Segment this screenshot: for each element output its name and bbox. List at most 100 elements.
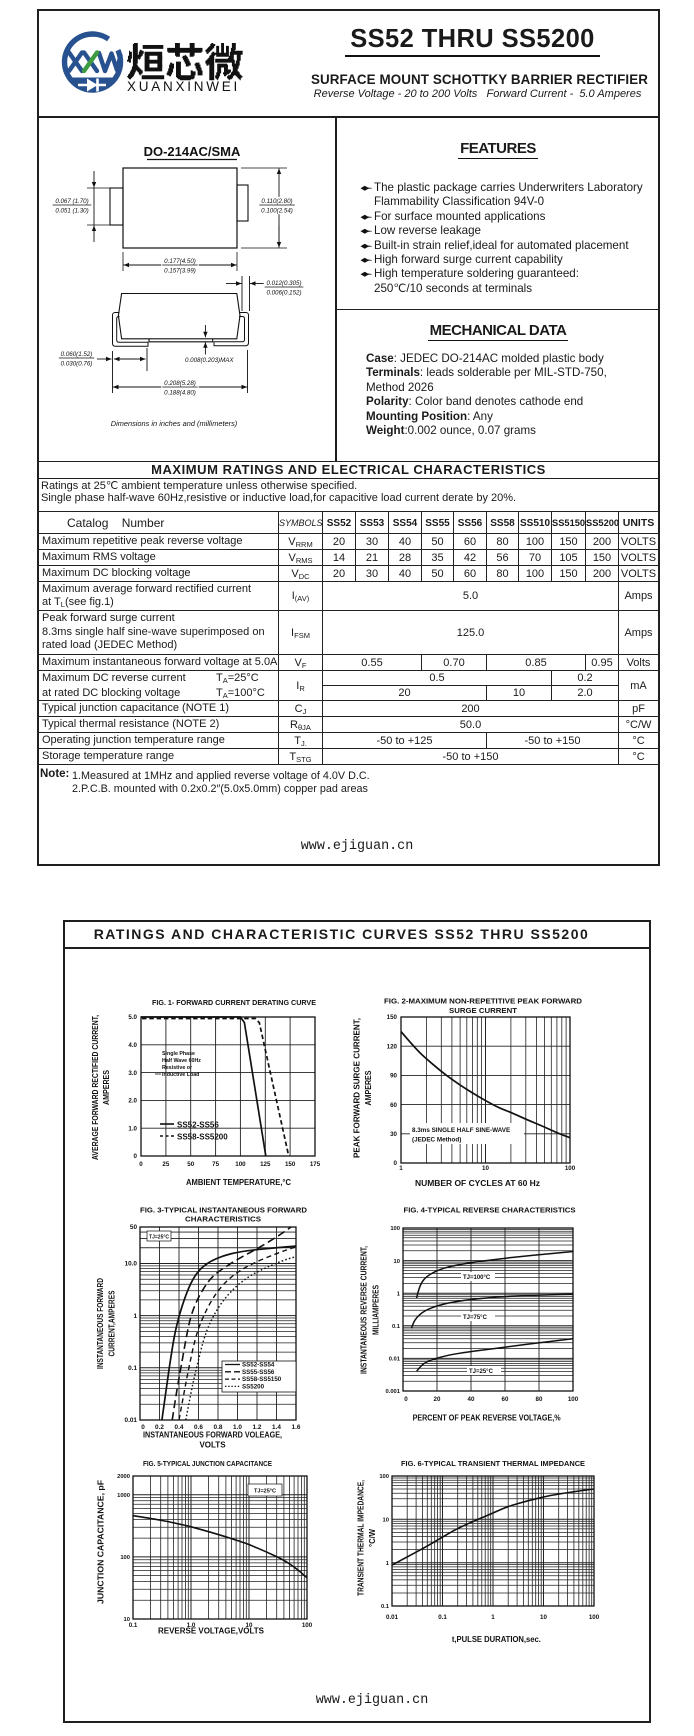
svg-text:FIG. 2-MAXIMUM NON-REPETITIVE: FIG. 2-MAXIMUM NON-REPETITIVE PEAK FORWA… bbox=[384, 997, 583, 1006]
svg-text:0.060(1.52): 0.060(1.52) bbox=[61, 351, 93, 358]
svg-text:°C/W: °C/W bbox=[368, 1529, 377, 1547]
svg-text:0.01: 0.01 bbox=[386, 1614, 399, 1621]
svg-text:1: 1 bbox=[133, 1313, 137, 1320]
svg-text:1.2: 1.2 bbox=[253, 1424, 262, 1431]
svg-text:80: 80 bbox=[536, 1396, 543, 1403]
svg-text:TJ=25°C: TJ=25°C bbox=[149, 1235, 169, 1241]
svg-text:100: 100 bbox=[390, 1226, 400, 1232]
svg-text:FIG. 3-TYPICAL INSTANTANEOUS F: FIG. 3-TYPICAL INSTANTANEOUS FORWARD bbox=[140, 1206, 308, 1215]
svg-text:REVERSE VOLTAGE,VOLTS: REVERSE VOLTAGE,VOLTS bbox=[158, 1627, 265, 1636]
svg-text:0.051 (1.30): 0.051 (1.30) bbox=[55, 208, 88, 215]
svg-text:0.4: 0.4 bbox=[175, 1424, 184, 1431]
svg-text:MILLIAMPERES: MILLIAMPERES bbox=[372, 1284, 381, 1335]
svg-text:100: 100 bbox=[302, 1622, 313, 1629]
svg-text:2.0: 2.0 bbox=[128, 1098, 137, 1105]
svg-text:SURGE CURRENT: SURGE CURRENT bbox=[449, 1006, 517, 1015]
svg-text:8.3ms SINGLE HALF SINE-WAVE: 8.3ms SINGLE HALF SINE-WAVE bbox=[412, 1127, 510, 1134]
svg-text:INSTANTANEOUS FORWARD VOLEAGE,: INSTANTANEOUS FORWARD VOLEAGE, bbox=[143, 1431, 282, 1440]
svg-text:0.01: 0.01 bbox=[389, 1357, 401, 1363]
svg-text:3.0: 3.0 bbox=[128, 1070, 137, 1077]
svg-text:TJ=25°C: TJ=25°C bbox=[469, 1369, 494, 1375]
svg-text:0.1: 0.1 bbox=[438, 1614, 447, 1621]
svg-text:Inductive Load: Inductive Load bbox=[162, 1072, 199, 1078]
svg-text:0.001: 0.001 bbox=[385, 1389, 400, 1395]
svg-text:0.110(2.80): 0.110(2.80) bbox=[261, 198, 292, 205]
svg-text:100: 100 bbox=[235, 1161, 246, 1168]
svg-text:10: 10 bbox=[482, 1165, 489, 1172]
svg-text:10: 10 bbox=[394, 1259, 400, 1265]
svg-text:0.100(2.54): 0.100(2.54) bbox=[261, 208, 293, 215]
svg-text:CHARACTERISTICS: CHARACTERISTICS bbox=[185, 1215, 261, 1224]
svg-text:0.1: 0.1 bbox=[129, 1622, 138, 1629]
svg-text:0.008(0.203)MAX: 0.008(0.203)MAX bbox=[185, 357, 234, 364]
svg-text:TJ=75°C: TJ=75°C bbox=[463, 1315, 488, 1321]
svg-text:FIG. 1- FORWARD CURRENT DERATI: FIG. 1- FORWARD CURRENT DERATING CURVE bbox=[152, 998, 316, 1007]
svg-text:t,PULSE DURATION,sec.: t,PULSE DURATION,sec. bbox=[452, 1635, 541, 1644]
svg-text:10: 10 bbox=[540, 1614, 547, 1621]
svg-text:175: 175 bbox=[310, 1161, 321, 1168]
svg-text:50: 50 bbox=[187, 1161, 194, 1168]
svg-text:0.067 (1.70): 0.067 (1.70) bbox=[55, 198, 88, 205]
svg-text:100: 100 bbox=[120, 1555, 130, 1561]
svg-text:60: 60 bbox=[502, 1396, 509, 1403]
svg-text:1: 1 bbox=[399, 1165, 403, 1172]
svg-text:FIG. 4-TYPICAL REVERSE CHARACT: FIG. 4-TYPICAL REVERSE CHARACTERISTICS bbox=[404, 1206, 576, 1215]
svg-text:0.177(4.50): 0.177(4.50) bbox=[164, 258, 196, 265]
svg-text:1: 1 bbox=[397, 1291, 401, 1297]
svg-text:150: 150 bbox=[285, 1161, 296, 1168]
svg-text:0.030(0.76): 0.030(0.76) bbox=[61, 361, 93, 368]
svg-text:FIG. 6-TYPICAL TRANSIENT THERM: FIG. 6-TYPICAL TRANSIENT THERMAL IMPEDAN… bbox=[401, 1459, 585, 1468]
svg-text:Dimensions in inches and (mill: Dimensions in inches and (millimeters) bbox=[111, 419, 238, 428]
svg-text:1.6: 1.6 bbox=[292, 1424, 301, 1431]
svg-text:SS52-SS56: SS52-SS56 bbox=[177, 1121, 219, 1130]
svg-text:5.0: 5.0 bbox=[128, 1014, 137, 1021]
svg-text:100: 100 bbox=[379, 1474, 389, 1480]
svg-text:SS55-SS56: SS55-SS56 bbox=[242, 1369, 275, 1376]
svg-text:AMPERES: AMPERES bbox=[102, 1069, 111, 1105]
svg-text:DO-214AC/SMA: DO-214AC/SMA bbox=[144, 144, 241, 159]
svg-text:NUMBER OF CYCLES AT 60 Hz: NUMBER OF CYCLES AT 60 Hz bbox=[415, 1179, 540, 1188]
svg-text:40: 40 bbox=[468, 1396, 475, 1403]
svg-text:20: 20 bbox=[434, 1396, 441, 1403]
svg-text:0.012(0.305): 0.012(0.305) bbox=[266, 280, 301, 287]
svg-text:25: 25 bbox=[162, 1161, 169, 1168]
svg-text:FIG. 5-TYPICAL JUNCTION CAPACI: FIG. 5-TYPICAL JUNCTION CAPACITANCE bbox=[143, 1459, 272, 1468]
svg-text:AMPERES: AMPERES bbox=[364, 1070, 373, 1106]
svg-text:0: 0 bbox=[139, 1161, 143, 1168]
svg-text:TJ=100°C: TJ=100°C bbox=[463, 1275, 491, 1281]
svg-text:Single Phase: Single Phase bbox=[162, 1051, 195, 1057]
svg-text:0.157(3.99): 0.157(3.99) bbox=[164, 268, 196, 275]
svg-text:SS52-SS54: SS52-SS54 bbox=[242, 1362, 275, 1369]
svg-text:JUNCTION CAPACITANCE, pF: JUNCTION CAPACITANCE, pF bbox=[97, 1480, 106, 1604]
svg-text:1000: 1000 bbox=[117, 1493, 130, 1499]
svg-text:90: 90 bbox=[390, 1073, 397, 1080]
svg-text:SS58-SS5200: SS58-SS5200 bbox=[177, 1133, 228, 1142]
svg-text:0.2: 0.2 bbox=[155, 1424, 164, 1431]
svg-text:10: 10 bbox=[383, 1518, 389, 1524]
svg-text:120: 120 bbox=[387, 1043, 398, 1050]
svg-text:60: 60 bbox=[390, 1102, 397, 1109]
svg-text:100: 100 bbox=[589, 1614, 600, 1621]
svg-text:2000: 2000 bbox=[117, 1474, 130, 1480]
svg-text:0.188(4.80): 0.188(4.80) bbox=[164, 390, 196, 397]
svg-text:1.0: 1.0 bbox=[187, 1622, 196, 1629]
svg-text:AMBIENT TEMPERATURE,°C: AMBIENT TEMPERATURE,°C bbox=[186, 1178, 291, 1187]
svg-text:0.208(5.28): 0.208(5.28) bbox=[164, 380, 196, 387]
svg-text:1: 1 bbox=[491, 1614, 495, 1621]
svg-text:10: 10 bbox=[124, 1617, 130, 1623]
svg-text:AVERAGE FORWARD RECTIFIED CURR: AVERAGE FORWARD RECTIFIED CURRENT, bbox=[91, 1015, 100, 1160]
svg-text:0: 0 bbox=[141, 1424, 145, 1431]
svg-text:10: 10 bbox=[246, 1622, 253, 1629]
svg-text:0.1: 0.1 bbox=[128, 1365, 137, 1372]
svg-text:30: 30 bbox=[390, 1131, 397, 1138]
svg-text:10.0: 10.0 bbox=[125, 1261, 138, 1268]
svg-text:PERCENT OF PEAK REVERSE VOLTAG: PERCENT OF PEAK REVERSE VOLTAGE,% bbox=[413, 1414, 561, 1423]
svg-text:SS58-SS5150: SS58-SS5150 bbox=[242, 1376, 282, 1383]
svg-text:Half Wave 60Hz: Half Wave 60Hz bbox=[162, 1058, 201, 1064]
svg-text:Resistive or: Resistive or bbox=[162, 1065, 192, 1071]
svg-text:1.4: 1.4 bbox=[272, 1424, 281, 1431]
svg-text:1: 1 bbox=[386, 1561, 390, 1567]
svg-text:VOLTS: VOLTS bbox=[199, 1441, 226, 1450]
svg-text:125: 125 bbox=[260, 1161, 271, 1168]
svg-text:50: 50 bbox=[130, 1224, 138, 1231]
